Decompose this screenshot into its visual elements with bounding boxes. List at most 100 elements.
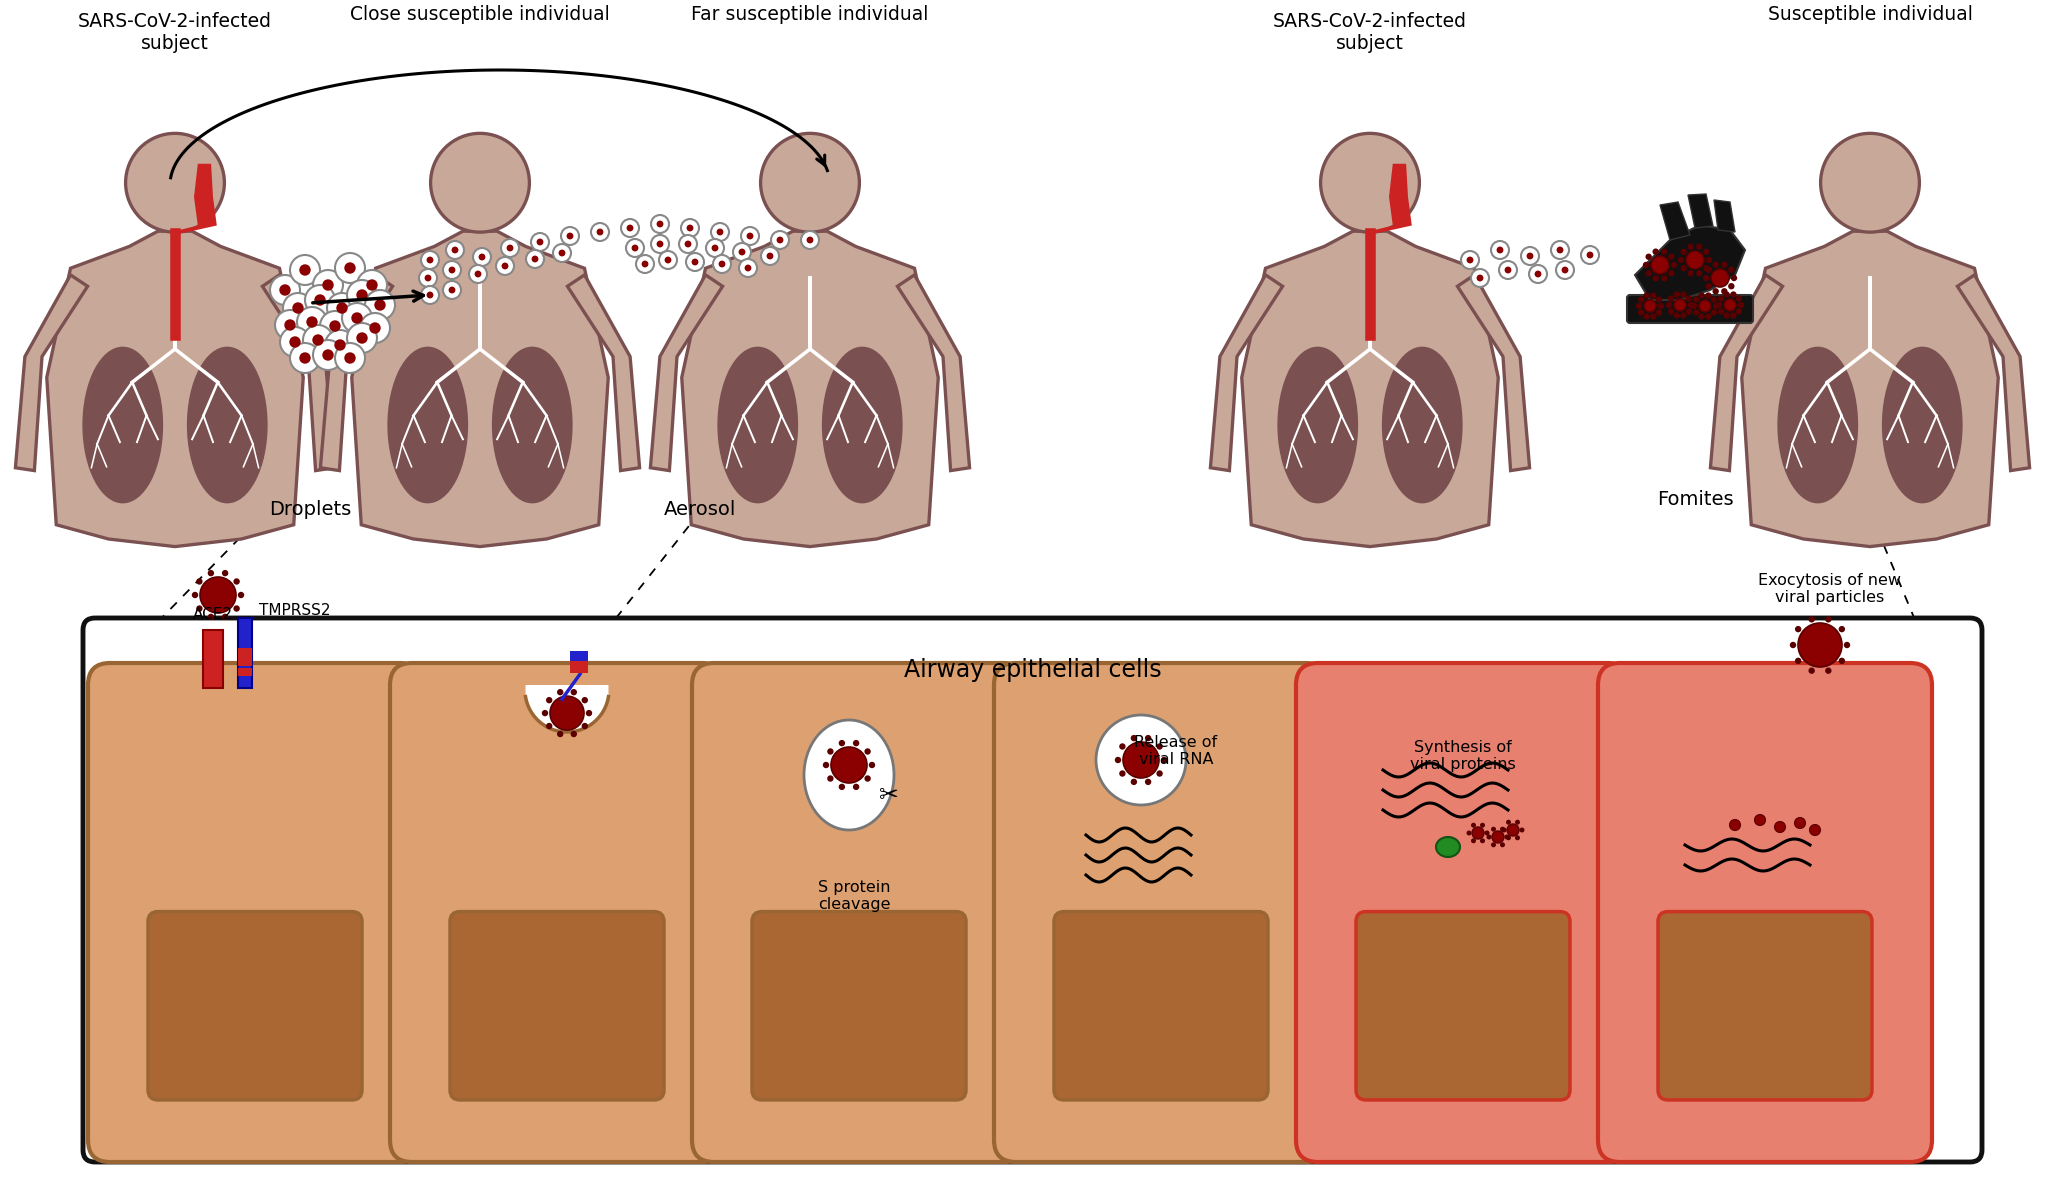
Circle shape (1736, 295, 1742, 302)
Circle shape (1492, 831, 1505, 843)
Circle shape (442, 281, 461, 299)
FancyBboxPatch shape (994, 663, 1327, 1162)
Circle shape (356, 289, 368, 301)
Polygon shape (1457, 275, 1530, 471)
Circle shape (1649, 293, 1656, 299)
Circle shape (1716, 302, 1722, 308)
Circle shape (347, 280, 376, 310)
Polygon shape (1211, 275, 1284, 471)
Circle shape (1689, 302, 1695, 308)
Circle shape (1556, 261, 1573, 278)
Ellipse shape (83, 347, 163, 504)
Polygon shape (1362, 164, 1412, 234)
Circle shape (1501, 827, 1505, 832)
Polygon shape (682, 231, 938, 546)
Circle shape (322, 349, 333, 361)
Circle shape (1699, 313, 1705, 320)
Circle shape (345, 262, 356, 274)
Circle shape (356, 333, 368, 343)
Circle shape (1794, 818, 1804, 828)
Circle shape (1840, 657, 1846, 664)
Circle shape (1705, 293, 1711, 299)
Polygon shape (1660, 202, 1691, 240)
Circle shape (1652, 249, 1660, 255)
Polygon shape (651, 275, 723, 471)
Circle shape (289, 343, 320, 373)
Circle shape (1809, 668, 1815, 674)
Circle shape (657, 241, 664, 248)
Circle shape (1794, 657, 1800, 664)
Text: Far susceptible individual: Far susceptible individual (690, 5, 928, 24)
Circle shape (1790, 642, 1796, 648)
Circle shape (192, 592, 198, 598)
Circle shape (744, 264, 752, 271)
Circle shape (279, 327, 310, 358)
Polygon shape (1635, 225, 1745, 300)
Bar (203, 630, 223, 688)
Circle shape (707, 240, 723, 257)
Circle shape (1691, 303, 1697, 309)
Bar (238, 668, 252, 676)
Circle shape (1528, 253, 1534, 260)
Circle shape (746, 232, 752, 240)
Polygon shape (1957, 275, 2030, 471)
Circle shape (1490, 241, 1509, 258)
Circle shape (1501, 843, 1505, 847)
Circle shape (312, 340, 343, 371)
Circle shape (581, 697, 587, 703)
Circle shape (1645, 270, 1652, 276)
Circle shape (542, 710, 548, 716)
Circle shape (740, 258, 757, 277)
Circle shape (1461, 251, 1480, 269)
Circle shape (620, 219, 639, 237)
Circle shape (327, 293, 358, 323)
Circle shape (1703, 249, 1709, 255)
Text: Susceptible individual: Susceptible individual (1767, 5, 1972, 24)
Circle shape (1674, 299, 1687, 312)
Polygon shape (1742, 231, 1999, 546)
Circle shape (1484, 831, 1490, 835)
Circle shape (1645, 254, 1652, 260)
FancyBboxPatch shape (83, 618, 1982, 1162)
Circle shape (659, 251, 678, 269)
Circle shape (1521, 247, 1540, 266)
Circle shape (1668, 295, 1674, 302)
Circle shape (717, 229, 723, 236)
Circle shape (1821, 133, 1920, 232)
Circle shape (207, 614, 215, 620)
Circle shape (1728, 267, 1734, 273)
Circle shape (738, 249, 746, 255)
Circle shape (1507, 820, 1511, 825)
Circle shape (283, 293, 312, 323)
Circle shape (502, 263, 508, 269)
Circle shape (686, 253, 705, 271)
Circle shape (1507, 824, 1519, 835)
Circle shape (1155, 743, 1164, 749)
Circle shape (1476, 275, 1484, 281)
Circle shape (1656, 309, 1662, 316)
Circle shape (827, 775, 833, 781)
Circle shape (1687, 243, 1693, 250)
Ellipse shape (717, 347, 798, 504)
Circle shape (347, 323, 376, 353)
Circle shape (1705, 267, 1711, 273)
Circle shape (626, 240, 645, 257)
Polygon shape (351, 231, 608, 546)
Circle shape (442, 261, 461, 278)
Polygon shape (167, 164, 217, 234)
Circle shape (839, 740, 845, 746)
Polygon shape (897, 275, 969, 471)
Circle shape (238, 592, 244, 598)
Circle shape (126, 133, 225, 232)
FancyBboxPatch shape (149, 912, 362, 1100)
Circle shape (1490, 843, 1497, 847)
Circle shape (1687, 251, 1703, 269)
Circle shape (711, 244, 719, 251)
Circle shape (469, 266, 488, 283)
Circle shape (271, 275, 300, 304)
Ellipse shape (804, 720, 895, 830)
Circle shape (651, 235, 670, 253)
FancyBboxPatch shape (1054, 912, 1267, 1100)
Circle shape (370, 322, 380, 334)
Ellipse shape (387, 347, 467, 504)
